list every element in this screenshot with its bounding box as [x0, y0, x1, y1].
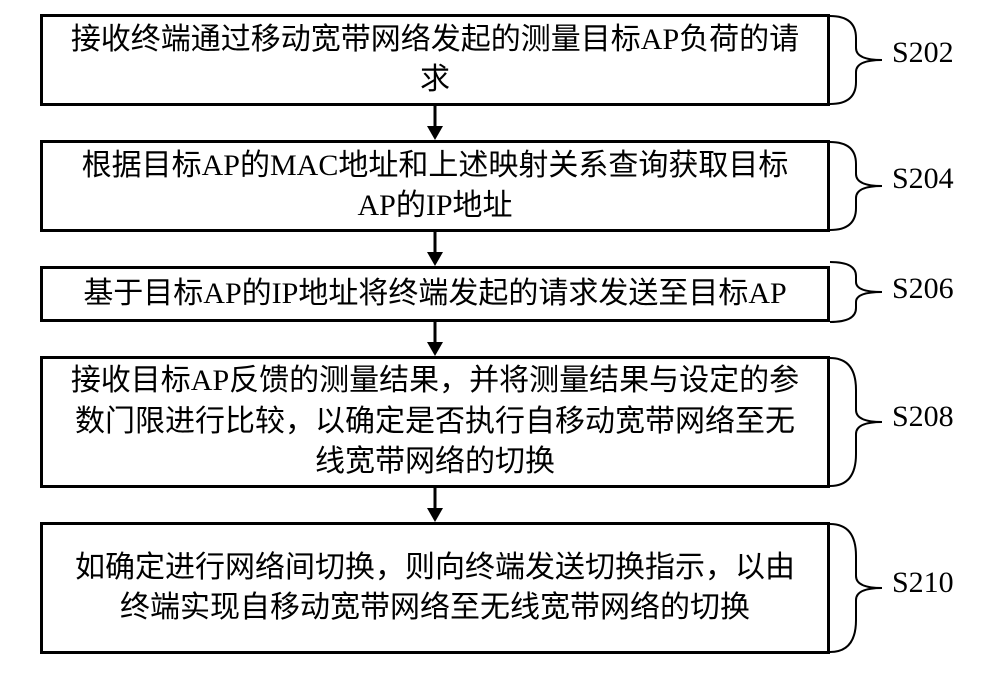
step-label-s208: S208 [892, 400, 954, 434]
bracket-icon [830, 356, 888, 488]
step-box-s202: 接收终端通过移动宽带网络发起的测量目标AP负荷的请求 [40, 14, 830, 106]
arrow-down-icon [419, 232, 451, 266]
step-box-s206: 基于目标AP的IP地址将终端发起的请求发送至目标AP [40, 266, 830, 322]
step-text: 如确定进行网络间切换，则向终端发送切换指示，以由终端实现自移动宽带网络至无线宽带… [63, 548, 807, 629]
bracket-icon [830, 260, 888, 324]
step-text: 基于目标AP的IP地址将终端发起的请求发送至目标AP [83, 274, 786, 315]
step-text: 根据目标AP的MAC地址和上述映射关系查询获取目标AP的IP地址 [63, 146, 807, 227]
bracket-icon [830, 140, 888, 232]
step-text: 接收终端通过移动宽带网络发起的测量目标AP负荷的请求 [63, 20, 807, 101]
step-box-s208: 接收目标AP反馈的测量结果，并将测量结果与设定的参数门限进行比较，以确定是否执行… [40, 356, 830, 488]
step-text: 接收目标AP反馈的测量结果，并将测量结果与设定的参数门限进行比较，以确定是否执行… [63, 361, 807, 483]
bracket-icon [830, 522, 888, 654]
step-label-s204: S204 [892, 162, 954, 196]
step-label-s206: S206 [892, 272, 954, 306]
step-label-s202: S202 [892, 36, 954, 70]
arrow-down-icon [419, 488, 451, 522]
step-box-s210: 如确定进行网络间切换，则向终端发送切换指示，以由终端实现自移动宽带网络至无线宽带… [40, 522, 830, 654]
step-box-s204: 根据目标AP的MAC地址和上述映射关系查询获取目标AP的IP地址 [40, 140, 830, 232]
bracket-icon [830, 14, 888, 106]
arrow-down-icon [419, 106, 451, 140]
arrow-down-icon [419, 322, 451, 356]
flowchart-container: 接收终端通过移动宽带网络发起的测量目标AP负荷的请求 根据目标AP的MAC地址和… [0, 0, 1000, 684]
step-label-s210: S210 [892, 566, 954, 600]
